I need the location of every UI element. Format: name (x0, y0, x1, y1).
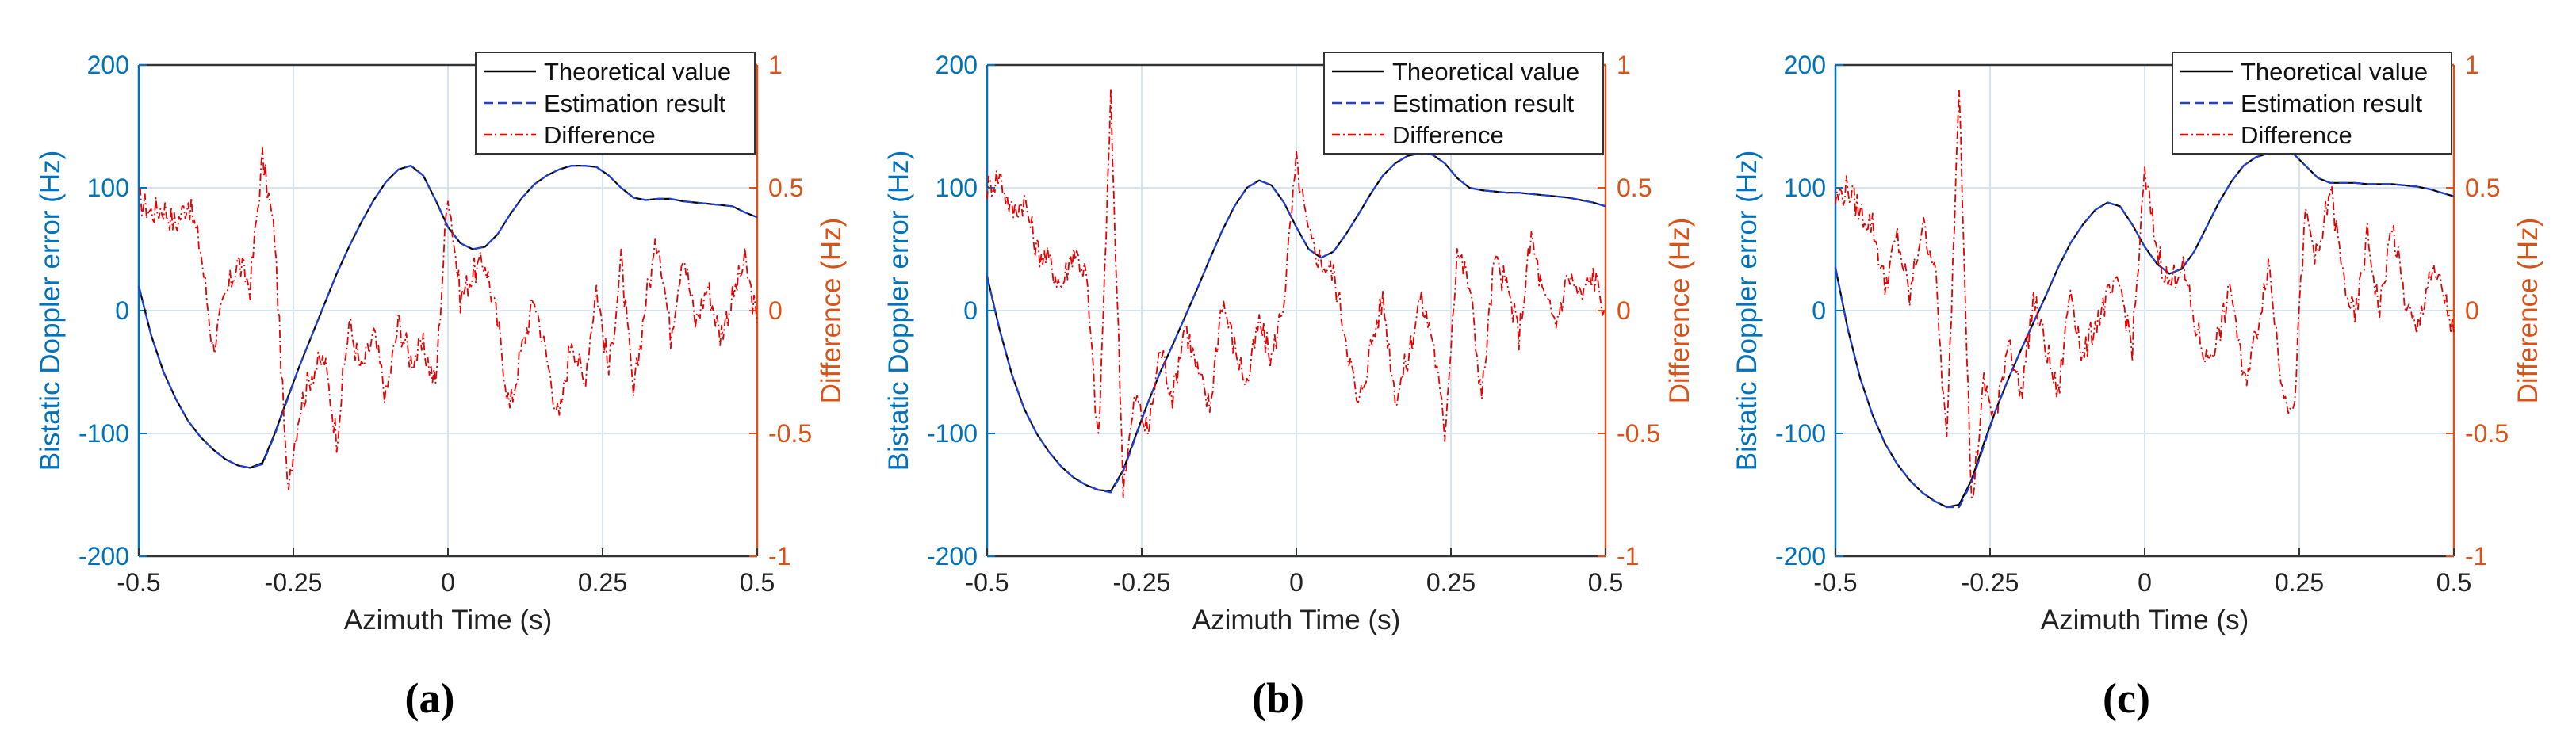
y-left-axis-title: Bistatic Doppler error (Hz) (35, 151, 66, 471)
y-left-tick-label-3: 100 (87, 174, 129, 202)
caption-a: (a) (366, 674, 493, 723)
y-right-tick-label-4: 1 (2465, 51, 2479, 79)
legend-label-1: Estimation result (544, 90, 726, 117)
y-right-tick-label-0: -1 (768, 542, 790, 571)
caption-a-text: (a) (404, 674, 455, 722)
x-tick-label-3: 0.25 (578, 568, 627, 597)
y-right-tick-label-2: 0 (768, 296, 783, 325)
series-estimation-line (137, 165, 758, 469)
chart-b: -0.5 -0.25 0 0.25 0.5 -200 -100 0 100 200 -1 -0.5 0 0… (883, 51, 1695, 635)
panel-a: -0.5 -0.25 0 0.25 0.5 -200 -100 0 100 200 -1 -0.5 0 0… (0, 0, 859, 748)
legend-label-0: Theoretical value (1392, 58, 1579, 86)
legend-label-2: Difference (1392, 121, 1504, 149)
y-right-tick-label-4: 1 (768, 51, 783, 79)
caption-b: (b) (1215, 674, 1342, 723)
legend-label-1: Estimation result (2241, 90, 2423, 117)
x-axis-title: Azimuth Time (s) (2041, 605, 2249, 635)
series-difference-line (138, 147, 758, 490)
caption-c-text: (c) (2103, 674, 2150, 722)
series-estimation-line (1834, 150, 2455, 509)
x-tick-label-2: 0 (1289, 568, 1303, 597)
y-right-tick-label-1: -0.5 (1617, 419, 1660, 448)
y-right-axis-title: Difference (Hz) (2513, 218, 2543, 404)
legend-label-2: Difference (2241, 121, 2352, 149)
x-tick-label-4: 0.5 (740, 568, 775, 597)
y-right-axis-title: Difference (Hz) (816, 218, 847, 404)
y-right-tick-label-0: -1 (1617, 542, 1639, 571)
x-tick-label-0: -0.5 (965, 568, 1009, 597)
legend-label-0: Theoretical value (544, 58, 731, 86)
y-left-tick-label-1: -100 (78, 419, 129, 448)
y-left-tick-label-0: -200 (1775, 542, 1826, 571)
x-axis-title: Azimuth Time (s) (1192, 605, 1401, 635)
y-left-tick-label-4: 200 (87, 51, 129, 79)
legend-label-0: Theoretical value (2241, 58, 2428, 86)
x-axis-title: Azimuth Time (s) (344, 605, 553, 635)
x-tick-label-0: -0.5 (117, 568, 160, 597)
x-tick-label-3: 0.25 (1426, 568, 1476, 597)
panel-c: -0.5 -0.25 0 0.25 0.5 -200 -100 0 100 200 -1 -0.5 0 0… (1697, 0, 2555, 748)
y-left-tick-label-1: -100 (927, 419, 978, 448)
y-right-tick-label-0: -1 (2465, 542, 2487, 571)
x-tick-label-2: 0 (441, 568, 455, 597)
y-right-tick-label-2: 0 (2465, 296, 2479, 325)
chart-a: -0.5 -0.25 0 0.25 0.5 -200 -100 0 100 200 -1 -0.5 0 0… (35, 51, 847, 635)
legend-box (1323, 52, 1604, 155)
y-right-tick-label-4: 1 (1617, 51, 1631, 79)
y-left-tick-label-2: 0 (1812, 296, 1826, 325)
y-left-axis-title: Bistatic Doppler error (Hz) (883, 151, 914, 471)
y-right-tick-label-3: 0.5 (1617, 174, 1652, 202)
series-estimation-line (986, 152, 1606, 494)
y-right-tick-label-2: 0 (1617, 296, 1631, 325)
y-left-tick-label-1: -100 (1775, 419, 1826, 448)
y-left-tick-label-2: 0 (115, 296, 129, 325)
y-left-tick-label-2: 0 (963, 296, 978, 325)
x-tick-label-4: 0.5 (2436, 568, 2471, 597)
y-left-tick-label-3: 100 (936, 174, 978, 202)
x-tick-label-1: -0.25 (265, 568, 323, 597)
y-left-tick-label-4: 200 (1784, 51, 1826, 79)
y-left-axis-title: Bistatic Doppler error (Hz) (1732, 151, 1763, 471)
chart-c: -0.5 -0.25 0 0.25 0.5 -200 -100 0 100 200 -1 -0.5 0 0… (1732, 51, 2543, 635)
x-tick-label-3: 0.25 (2275, 568, 2324, 597)
caption-c: (c) (2063, 674, 2190, 723)
y-left-tick-label-3: 100 (1784, 174, 1826, 202)
y-right-tick-label-1: -0.5 (768, 419, 812, 448)
legend-box (2172, 52, 2452, 155)
y-left-tick-label-0: -200 (78, 542, 129, 571)
caption-b-text: (b) (1252, 674, 1304, 722)
y-left-tick-label-0: -200 (927, 542, 978, 571)
y-left-tick-label-4: 200 (936, 51, 978, 79)
x-tick-label-1: -0.25 (1962, 568, 2019, 597)
series-difference-line (986, 87, 1606, 498)
y-right-tick-label-3: 0.5 (2465, 174, 2500, 202)
x-tick-label-0: -0.5 (1813, 568, 1857, 597)
y-right-axis-title: Difference (Hz) (1664, 218, 1695, 404)
legend-label-2: Difference (544, 121, 656, 149)
y-right-tick-label-3: 0.5 (768, 174, 803, 202)
legend-box (475, 52, 756, 155)
y-right-tick-label-1: -0.5 (2465, 419, 2509, 448)
x-tick-label-2: 0 (2138, 568, 2152, 597)
legend-label-1: Estimation result (1392, 90, 1575, 117)
panel-b: -0.5 -0.25 0 0.25 0.5 -200 -100 0 100 200 -1 -0.5 0 0… (848, 0, 1707, 748)
x-tick-label-1: -0.25 (1113, 568, 1171, 597)
x-tick-label-4: 0.5 (1588, 568, 1623, 597)
